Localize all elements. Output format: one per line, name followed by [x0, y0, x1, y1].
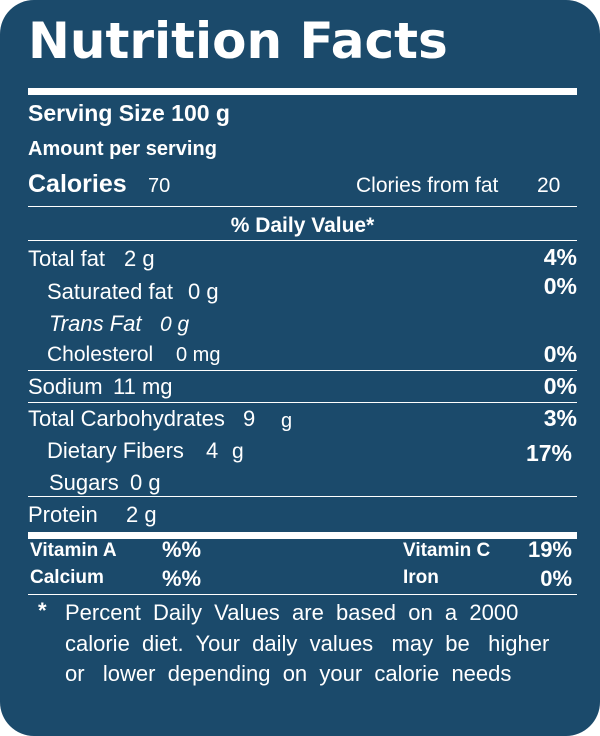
serving-size: Serving Size 100 g [28, 100, 230, 126]
calcium-value: %% [162, 566, 202, 591]
dietary-fibers-amount: 4 [206, 438, 219, 463]
vitamin-a-value: %% [162, 537, 202, 562]
vitamin-a-label: Vitamin A [30, 540, 117, 561]
label-title: Nutrition Facts [28, 12, 448, 70]
saturated-fat-label: Saturated fat [47, 279, 173, 304]
saturated-fat-dv: 0% [543, 273, 577, 299]
cholesterol-label: Cholesterol [47, 343, 154, 366]
calcium-label: Calcium [30, 567, 104, 588]
trans-fat-amount: 0 g [160, 313, 190, 336]
iron-label: Iron [403, 567, 439, 588]
cholesterol-dv: 0% [543, 341, 577, 367]
dietary-fibers-unit: g [232, 440, 244, 463]
divider [28, 496, 577, 497]
title-divider [28, 88, 577, 95]
total-carbohydrates-unit: g [281, 410, 293, 432]
total-carbohydrates-dv: 3% [543, 405, 577, 431]
calories-label: Calories [28, 170, 127, 198]
protein-divider [28, 532, 577, 539]
iron-value: 0% [540, 566, 572, 591]
calories-value: 70 [148, 175, 171, 197]
protein-amount: 2 g [126, 502, 157, 527]
footnote-line-2: calorie diet. Your daily values may be h… [65, 631, 550, 656]
trans-fat-label: Trans Fat [49, 311, 142, 336]
sodium-label: Sodium [28, 374, 103, 399]
calories-from-fat-label: Clories from fat [356, 174, 499, 197]
cholesterol-amount: 0 mg [176, 344, 221, 366]
total-fat-dv: 4% [543, 244, 577, 270]
daily-value-header: % Daily Value* [230, 214, 375, 237]
sodium-amount: 11 mg [113, 374, 173, 399]
footnote-line-1: Percent Daily Values are based on a 2000 [65, 600, 519, 625]
dietary-fibers-dv: 17% [525, 440, 572, 466]
divider [28, 206, 577, 207]
total-carbohydrates-label: Total Carbohydrates [28, 406, 225, 431]
calories-from-fat-value: 20 [537, 174, 561, 197]
vitamin-c-label: Vitamin C [403, 540, 491, 561]
total-fat-amount: 2 g [124, 246, 155, 271]
sugars-amount: 0 g [130, 470, 161, 495]
dietary-fibers-label: Dietary Fibers [47, 438, 184, 463]
total-carbohydrates-amount: 9 [243, 406, 256, 431]
sugars-label: Sugars [49, 470, 119, 495]
footnote-line-3: or lower depending on your calorie needs [65, 661, 512, 686]
total-fat-label: Total fat [28, 246, 106, 271]
divider [28, 370, 577, 371]
divider [28, 240, 577, 241]
saturated-fat-amount: 0 g [188, 279, 219, 304]
footnote-star: * [38, 598, 47, 623]
protein-label: Protein [28, 502, 98, 527]
sodium-dv: 0% [543, 373, 577, 399]
amount-per-serving: Amount per serving [28, 138, 217, 160]
divider [28, 402, 577, 403]
vitamin-c-value: 19% [527, 537, 572, 562]
divider [28, 594, 577, 595]
